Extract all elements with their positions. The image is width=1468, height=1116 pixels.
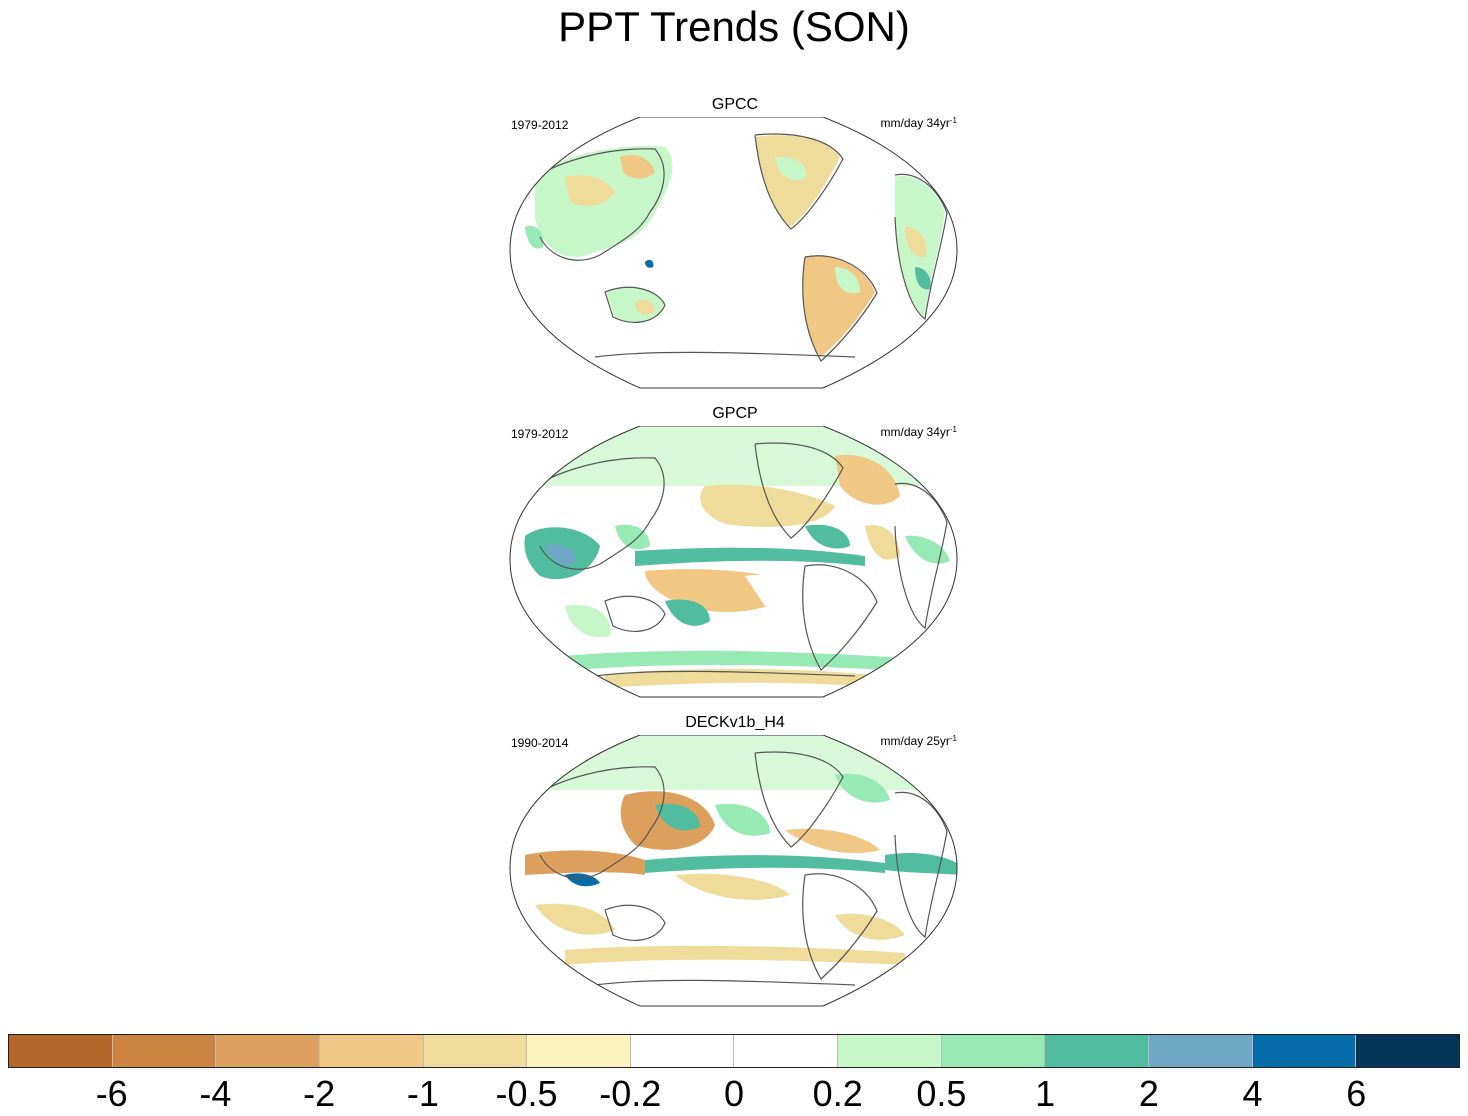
colorbar-tick-label: -0.2 xyxy=(599,1073,662,1114)
panel-title: GPCC xyxy=(711,96,759,113)
colorbar-tick-label: -4 xyxy=(199,1073,232,1114)
colorbar-tick-label: 0.2 xyxy=(812,1073,863,1114)
colorbar-swatch xyxy=(319,1035,424,1067)
panel-units: mm/day 34yr-1 xyxy=(880,425,957,439)
colorbar-swatch xyxy=(1252,1035,1357,1067)
panel-units: mm/day 25yr-1 xyxy=(880,734,957,748)
map-panel-gpcp: GPCP 1979-2012 mm/day 34yr-1 xyxy=(505,404,965,698)
panel-period: 1979-2012 xyxy=(511,118,569,132)
colorbar-swatch xyxy=(941,1035,1046,1067)
gpcp-trend-map xyxy=(509,426,958,698)
colorbar-swatch xyxy=(734,1035,839,1067)
colorbar-swatch xyxy=(112,1035,217,1067)
colorbar-swatch xyxy=(423,1035,528,1067)
panel-title: DECKv1b_H4 xyxy=(685,714,785,731)
colorbar-swatch xyxy=(630,1035,735,1067)
panel-period: 1990-2014 xyxy=(511,736,569,750)
colorbar-tick-label: -6 xyxy=(95,1073,128,1114)
colorbar-tick-label: 4 xyxy=(1242,1073,1263,1114)
colorbar-swatch xyxy=(216,1035,320,1067)
colorbar-swatch xyxy=(9,1035,113,1067)
panel-period: 1979-2012 xyxy=(511,427,569,441)
colorbar-tick-label: 1 xyxy=(1035,1073,1056,1114)
colorbar-swatch xyxy=(1356,1035,1459,1067)
colorbar-swatch xyxy=(527,1035,631,1067)
colorbar-tick-label: 0.5 xyxy=(916,1073,967,1114)
panel-units: mm/day 34yr-1 xyxy=(880,116,957,130)
colorbar-swatch xyxy=(838,1035,942,1067)
colorbar-tick-label: 6 xyxy=(1346,1073,1367,1114)
map-panel-deckv1b-h4: DECKv1b_H4 1990-2014 mm/day 25yr-1 xyxy=(505,713,965,1007)
map-panel-gpcc: GPCC 1979-2012 mm/day 34yr-1 xyxy=(505,95,965,389)
panel-title: GPCP xyxy=(712,405,758,422)
gpcc-trend-map xyxy=(509,117,958,389)
colorbar xyxy=(8,1034,1460,1068)
colorbar-tick-label: -1 xyxy=(406,1073,439,1114)
colorbar-tick-label: -0.5 xyxy=(495,1073,558,1114)
colorbar-tick-label: 2 xyxy=(1138,1073,1159,1114)
deckv1b-h4-trend-map xyxy=(509,735,958,1007)
colorbar-swatch xyxy=(1045,1035,1150,1067)
colorbar-swatch xyxy=(1149,1035,1253,1067)
figure-title: PPT Trends (SON) xyxy=(558,3,910,50)
colorbar-tick-label: 0 xyxy=(723,1073,745,1114)
colorbar-tick-label: -2 xyxy=(303,1073,336,1114)
